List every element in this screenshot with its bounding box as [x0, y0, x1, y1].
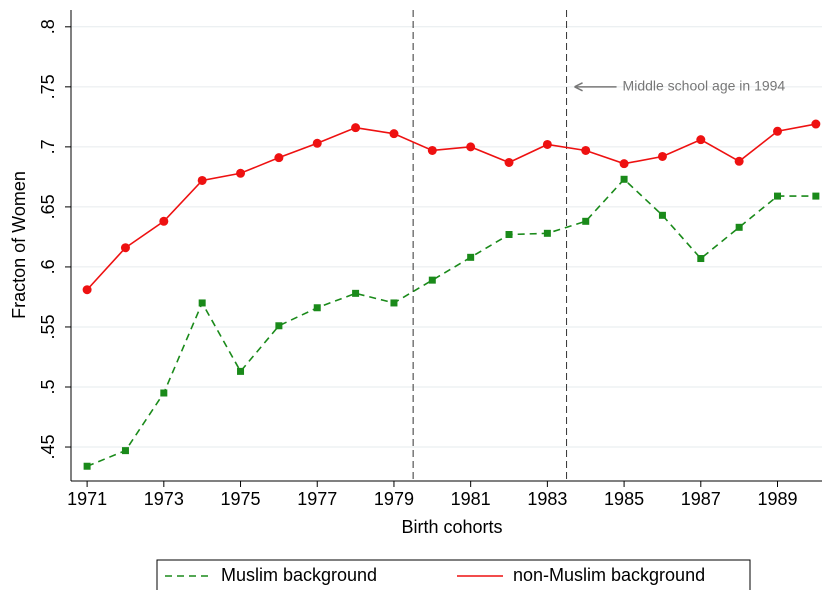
data-point [543, 229, 551, 237]
data-point [313, 304, 321, 312]
data-point [390, 299, 398, 307]
x-tick-label: 1983 [527, 489, 567, 509]
data-point [82, 285, 92, 295]
data-point [274, 153, 284, 163]
x-tick-label: 1971 [67, 489, 107, 509]
data-point [237, 367, 245, 375]
legend-label: non-Muslim background [513, 565, 705, 585]
y-axis-label: Fracton of Women [9, 171, 29, 319]
y-tick-label: .8 [38, 19, 58, 34]
legend-label: Muslim background [221, 565, 377, 585]
data-point [697, 255, 705, 263]
data-point [581, 145, 591, 155]
y-tick-label: .7 [38, 139, 58, 154]
series-line [86, 178, 816, 467]
x-tick-label: 1977 [297, 489, 337, 509]
data-point [619, 159, 629, 169]
data-point [773, 126, 783, 136]
data-point [657, 151, 667, 161]
annotation-arrowhead [574, 82, 583, 92]
y-tick-label: .55 [38, 314, 58, 339]
data-point [236, 168, 246, 178]
y-tick-label: .75 [38, 74, 58, 99]
series-line [86, 123, 817, 291]
x-tick-label: 1975 [221, 489, 261, 509]
data-point [735, 223, 743, 231]
data-point [466, 142, 476, 152]
data-point [352, 289, 360, 297]
data-point [120, 243, 130, 253]
data-point [197, 175, 207, 185]
data-point [582, 217, 590, 225]
data-point [428, 276, 436, 284]
data-point [505, 231, 513, 239]
y-tick-label: .45 [38, 435, 58, 460]
data-point [159, 216, 169, 226]
data-point [351, 123, 361, 133]
data-point [467, 253, 475, 261]
data-point [389, 129, 399, 139]
y-tick-label: .65 [38, 194, 58, 219]
data-point [121, 447, 129, 455]
data-point [658, 211, 666, 219]
x-tick-label: 1973 [144, 489, 184, 509]
data-point [83, 462, 91, 470]
data-point [275, 322, 283, 330]
data-point [198, 299, 206, 307]
data-point [504, 157, 514, 167]
data-point [811, 119, 821, 129]
data-point [160, 389, 168, 397]
y-tick-label: .5 [38, 379, 58, 394]
data-point [696, 135, 706, 145]
x-tick-label: 1985 [604, 489, 644, 509]
data-point [312, 138, 322, 148]
x-tick-label: 1987 [681, 489, 721, 509]
x-tick-label: 1989 [757, 489, 797, 509]
legend-box [156, 559, 751, 590]
data-point [812, 192, 820, 200]
data-point [427, 145, 437, 155]
y-tick-label: .6 [38, 259, 58, 274]
data-point [620, 175, 628, 183]
data-point [774, 192, 782, 200]
annotation: Middle school age in 1994 [623, 78, 786, 94]
data-point [734, 156, 744, 166]
x-tick-label: 1981 [451, 489, 491, 509]
x-axis-label: Birth cohorts [401, 517, 502, 537]
x-tick-label: 1979 [374, 489, 414, 509]
data-point [542, 139, 552, 149]
